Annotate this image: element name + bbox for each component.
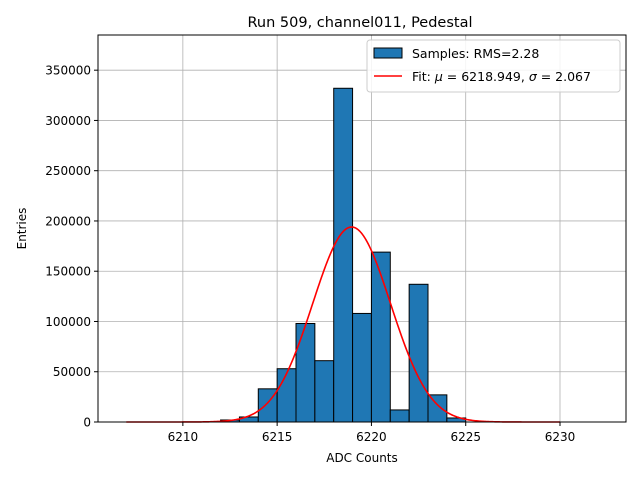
legend-fit-sigma-value: = 2.067 bbox=[537, 69, 591, 84]
y-axis-label: Entries bbox=[15, 208, 29, 250]
histogram-bar bbox=[295, 322, 316, 423]
legend-fit-prefix: Fit: bbox=[412, 69, 435, 84]
y-tick-label: 50000 bbox=[53, 365, 91, 379]
x-axis-label: ADC Counts bbox=[326, 451, 398, 465]
grid-lines bbox=[98, 35, 626, 423]
y-tick-label: 100000 bbox=[45, 315, 91, 329]
y-tick-label: 250000 bbox=[45, 164, 91, 178]
histogram-bar bbox=[389, 409, 410, 423]
legend-fit-label: Fit: μ = 6218.949, σ = 2.067 bbox=[412, 69, 591, 84]
histogram-bar bbox=[333, 87, 354, 423]
legend-samples-swatch bbox=[373, 47, 403, 59]
histogram-bar bbox=[276, 368, 297, 423]
x-tick-label: 6225 bbox=[450, 430, 481, 444]
plot-frame bbox=[97, 34, 627, 423]
histogram-bar bbox=[408, 283, 429, 423]
legend-fit-sigma-symbol: σ bbox=[529, 69, 538, 84]
histogram-bar bbox=[427, 394, 448, 423]
y-tick-label: 300000 bbox=[45, 114, 91, 128]
legend: Samples: RMS=2.28 Fit: μ = 6218.949, σ =… bbox=[366, 39, 621, 93]
x-axis-ticks: 6210 6215 6220 6225 6230 bbox=[168, 422, 576, 444]
legend-box bbox=[366, 39, 621, 93]
x-tick-label: 6230 bbox=[545, 430, 576, 444]
legend-samples-label: Samples: RMS=2.28 bbox=[412, 46, 539, 61]
legend-fit-mu-value: = 6218.949, bbox=[443, 69, 529, 84]
y-tick-label: 200000 bbox=[45, 214, 91, 228]
legend-fit-mu-symbol: μ bbox=[434, 69, 443, 84]
y-tick-label: 0 bbox=[83, 416, 91, 430]
chart-title: Run 509, channel011, Pedestal bbox=[247, 15, 472, 31]
x-tick-label: 6210 bbox=[168, 430, 199, 444]
y-tick-label: 150000 bbox=[45, 265, 91, 279]
histogram-bar bbox=[314, 360, 335, 423]
histogram-bar bbox=[352, 312, 372, 423]
x-tick-label: 6220 bbox=[356, 430, 387, 444]
histogram-bar bbox=[370, 251, 391, 423]
y-axis-ticks: 0 50000 100000 150000 200000 250000 300000 3500… bbox=[45, 64, 98, 430]
y-tick-label: 350000 bbox=[45, 64, 91, 78]
x-tick-label: 6215 bbox=[262, 430, 293, 444]
